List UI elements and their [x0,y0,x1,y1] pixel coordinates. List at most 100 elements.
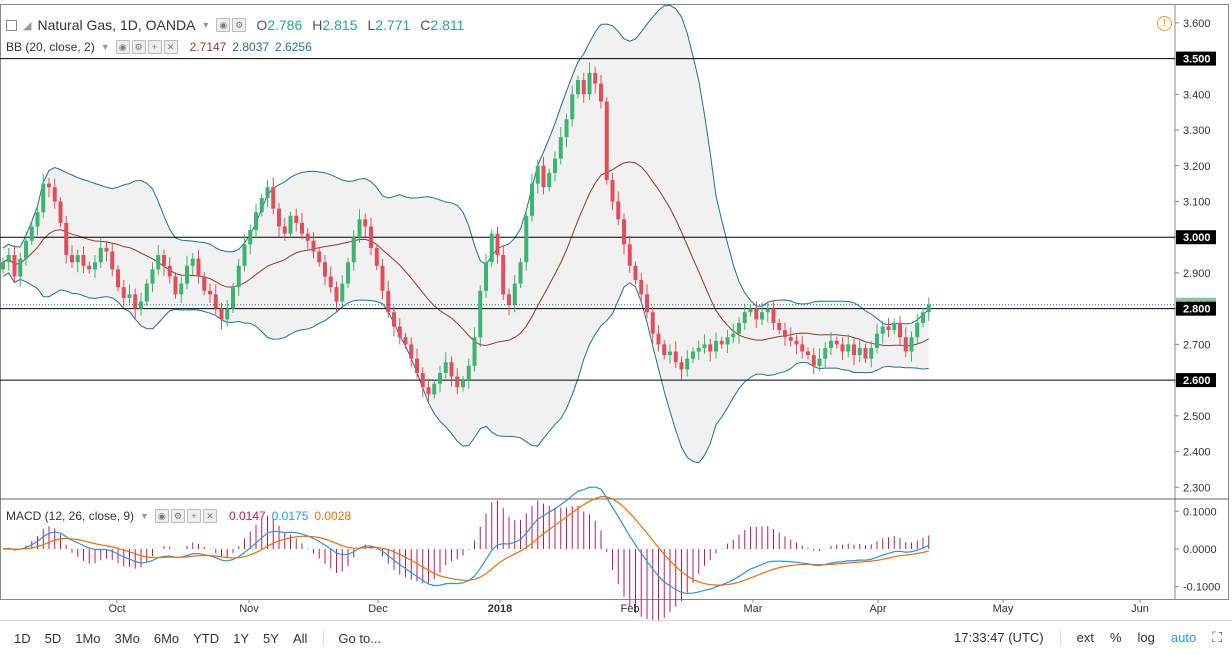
ohlc-values: O2.786 H2.815 L2.771 C2.811 [252,17,464,33]
time-tick-label: Feb [621,603,640,615]
chevron-down-icon[interactable]: ▼ [100,42,110,52]
gear-icon[interactable]: ⚙ [232,18,247,32]
ohlc-label: O [256,17,268,33]
eye-icon[interactable]: ◉ [154,509,169,523]
candle-body [771,308,776,323]
candle-body [852,344,856,356]
range-button-3mo[interactable]: 3Mo [114,630,140,646]
price-tick-label: 2.900 [1183,268,1211,280]
candle-body [662,344,667,356]
ohlc-label: L [367,17,376,33]
range-button-1d[interactable]: 1D [14,630,31,646]
eye-icon[interactable]: ◉ [115,40,130,54]
price-chart[interactable]: 2.811 3.600 3.500 3.400 3.300 3.200 3.100 3.000… [0,0,1232,620]
close-icon[interactable]: ✕ [202,509,217,523]
candle-body [535,165,540,184]
bb-lower-band [2,272,929,464]
chevron-down-icon[interactable]: ▼ [140,511,149,521]
candle-body [449,362,454,377]
macd-line [2,486,929,595]
candle-body [317,251,322,263]
toolbar-right: 17:33:47 (UTC) ext % log auto ⛶ [954,629,1222,646]
level-tag [1176,373,1216,388]
time-tick-label: 2018 [488,603,512,615]
candle-body [190,258,195,266]
candle-body [777,322,782,331]
candle-body [202,276,207,291]
gear-icon[interactable]: ⚙ [170,509,185,523]
candle-body [909,337,914,352]
candle-body [748,308,753,313]
candle-body [696,347,701,352]
candle-body [300,222,304,234]
ext-toggle[interactable]: ext [1076,630,1094,645]
candle-body [478,290,483,338]
level-tag [1176,230,1216,245]
candle-body [24,240,28,259]
range-button-6mo[interactable]: 6Mo [153,630,180,646]
candle-body [121,287,126,298]
candle-body [162,255,166,266]
warning-circle-icon[interactable]: ! [1157,16,1172,31]
price-tick-label: 2.400 [1183,447,1211,459]
auto-toggle[interactable]: auto [1170,630,1197,645]
candle-body [587,72,592,95]
range-button-1mo[interactable]: 1Mo [75,630,101,646]
candle-body [794,340,799,345]
candle-body [369,226,373,248]
candle-body [857,347,862,356]
candle-body [633,265,638,281]
ohlc-label: H [312,17,323,33]
macd-tick-label: 0.0000 [1183,544,1217,556]
close-icon[interactable]: ✕ [163,40,178,54]
range-button-1y[interactable]: 1Y [233,630,250,646]
candle-body [420,372,425,388]
percent-toggle[interactable]: % [1109,630,1122,645]
candle-body [576,80,580,95]
candle-body [438,372,442,384]
log-toggle[interactable]: log [1137,630,1155,645]
chevron-down-icon[interactable]: ▼ [201,20,211,30]
range-button-5d[interactable]: 5D [44,630,62,646]
bb-title: BB (20, close, 2) [6,40,95,54]
bb-controls: ◉ ⚙ + ✕ [115,40,178,54]
fullscreen-icon[interactable]: ⛶ [1212,629,1222,645]
candle-body [817,358,822,366]
candle-body [397,326,402,338]
candle-body [334,287,339,302]
plus-icon[interactable]: + [147,40,162,54]
candle-body [719,340,724,345]
candle-body [271,187,276,209]
square-minus-icon[interactable] [6,19,17,31]
candle-body [288,215,293,234]
candle-body [622,219,626,245]
candle-body [610,180,615,202]
candle-body [426,387,431,395]
candle-body [179,283,184,295]
candle-body [455,376,460,388]
goto-button[interactable]: Go to... [338,630,382,646]
time-tick-label: Mar [744,603,763,615]
candle-body [616,201,621,220]
candle-body [541,165,546,188]
gear-icon[interactable]: ⚙ [131,40,146,54]
bb-fill [3,5,929,463]
price-tick-label: 3.300 [1183,125,1211,137]
candle-body [133,294,138,309]
candle-body [466,365,471,381]
candle-body [645,294,649,313]
price-tick-label: 2.300 [1183,482,1211,494]
plus-icon[interactable]: + [186,509,201,523]
macd-tick-label: 0.1000 [1183,506,1217,518]
candle-body [558,137,563,159]
range-button-ytd[interactable]: YTD [193,630,220,646]
eye-icon[interactable]: ◉ [216,18,231,32]
range-button-all[interactable]: All [292,630,308,646]
price-tick-label: 3.100 [1183,196,1211,208]
candle-body [18,258,23,277]
candle-body [432,383,437,395]
ohlc-value: 2.815 [322,17,358,33]
candle-body [41,183,46,213]
macd-title: MACD (12, 26, close, 9) [6,509,135,523]
range-button-5y[interactable]: 5Y [263,630,279,646]
